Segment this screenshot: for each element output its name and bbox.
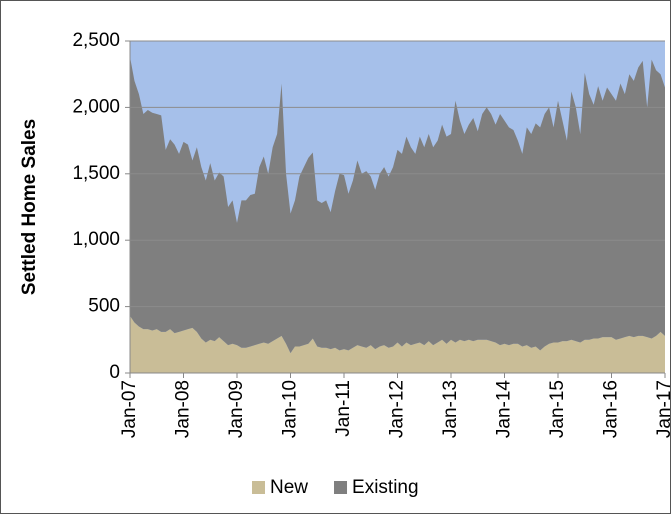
x-tick-label: Jan-10 bbox=[280, 380, 301, 438]
legend-swatch bbox=[334, 481, 348, 494]
y-tick-label: 1,500 bbox=[72, 163, 120, 184]
x-tick-label: Jan-09 bbox=[226, 380, 247, 438]
x-tick-label: Jan-11 bbox=[333, 380, 354, 437]
legend-swatch bbox=[252, 481, 265, 494]
y-tick-label: 0 bbox=[109, 362, 120, 383]
x-tick-label: Jan-15 bbox=[547, 380, 568, 438]
area bbox=[130, 315, 665, 373]
x-tick-label: Jan-16 bbox=[601, 380, 622, 438]
x-tick-label: Jan-08 bbox=[173, 380, 194, 438]
plot-area bbox=[130, 40, 665, 374]
y-tick-label: 500 bbox=[88, 296, 120, 317]
y-tick-label: 2,000 bbox=[72, 96, 120, 117]
y-axis-title: Settled Home Sales bbox=[19, 119, 40, 295]
x-tick-label: Jan-14 bbox=[494, 380, 515, 439]
area bbox=[130, 56, 665, 354]
y-tick-label: 1,000 bbox=[72, 229, 120, 250]
legend-label: New bbox=[270, 477, 308, 498]
x-tick-label: Jan-12 bbox=[387, 380, 408, 438]
x-tick-label: Jan-17 bbox=[654, 380, 671, 438]
x-tick-label: Jan-13 bbox=[440, 380, 461, 438]
y-tick-label: 2,500 bbox=[72, 30, 120, 51]
x-tick-label: Jan-07 bbox=[119, 380, 140, 438]
legend-label: Existing bbox=[352, 477, 419, 498]
legend: New Existing bbox=[252, 477, 419, 498]
